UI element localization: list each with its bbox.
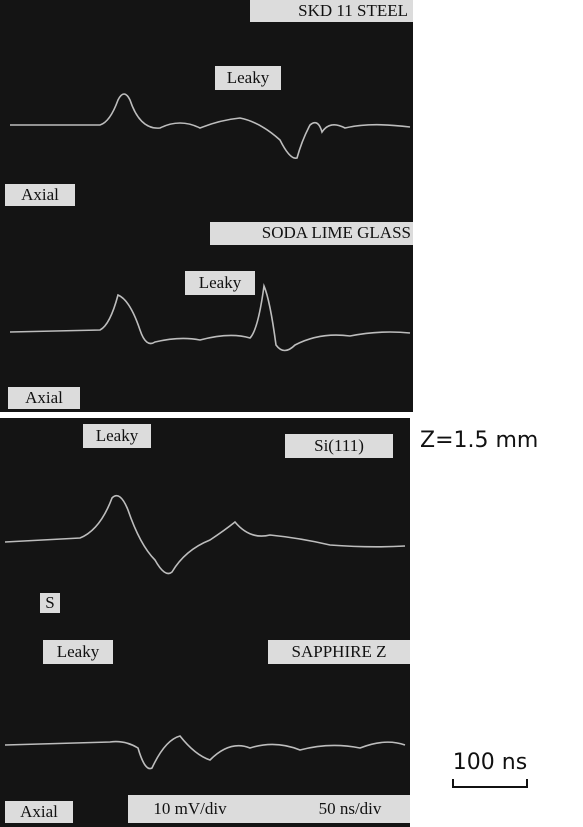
leaky-label: Leaky	[57, 642, 100, 661]
leaky-label: Leaky	[199, 273, 242, 292]
material-label: SKD 11 STEEL	[298, 1, 408, 20]
material-label: SAPPHIRE Z	[292, 642, 387, 661]
scope-bottom	[0, 418, 410, 827]
scale-bar	[453, 779, 527, 787]
axial-label: Axial	[25, 388, 63, 407]
axial-label: Axial	[21, 185, 59, 204]
leaky-label: Leaky	[96, 426, 139, 445]
material-label: Si(111)	[314, 436, 364, 455]
s-label: S	[45, 593, 54, 612]
settings-label: 50 ns/div	[319, 799, 382, 818]
material-label: SODA LIME GLASS	[262, 223, 411, 242]
depth-label: Z=1.5 mm	[420, 428, 538, 453]
scale-label: 100 ns	[453, 750, 527, 775]
figure: SKD 11 STEEL Leaky Axial SODA LIME GLASS…	[0, 0, 583, 827]
settings-label: 10 mV/div	[153, 799, 227, 818]
leaky-label: Leaky	[227, 68, 270, 87]
axial-label: Axial	[20, 802, 58, 821]
